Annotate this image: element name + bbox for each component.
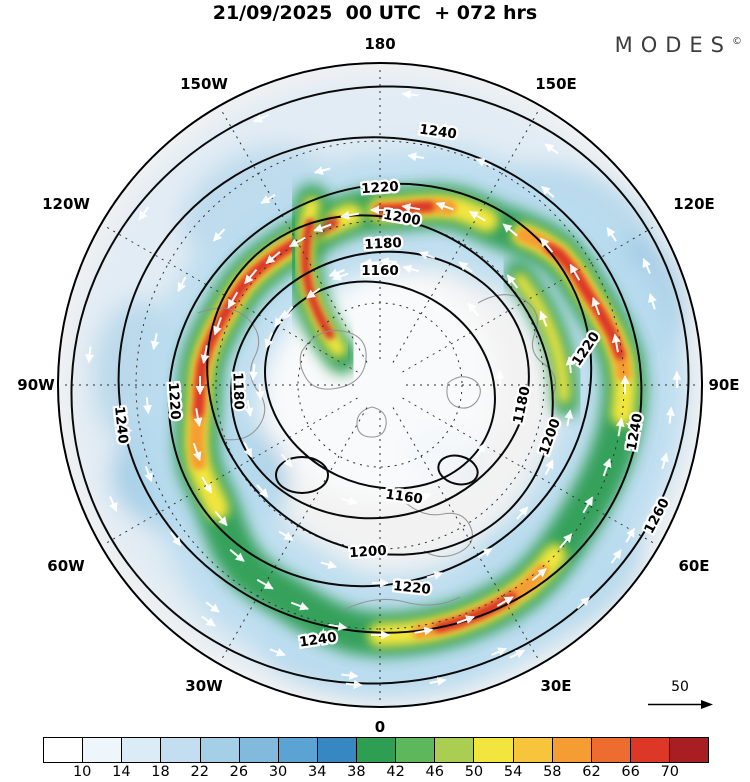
colorbar-cell	[317, 738, 357, 762]
polar-map-area: 1160 1160 1180 1180 1180 1200 1200 1200 …	[50, 55, 710, 715]
longitude-label-0: 0	[374, 718, 386, 736]
colorbar-cell	[357, 738, 397, 762]
copyright-mark: ©	[732, 36, 742, 47]
colorbar-cell	[474, 738, 514, 762]
contour-labels: 1160 1160 1180 1180 1180 1200 1200 1200 …	[109, 119, 675, 653]
longitude-label-60w: 60W	[47, 557, 85, 575]
colorbar-cell	[239, 738, 279, 762]
colorbar-tick: 46	[425, 764, 444, 780]
colorbar-scale: 10 14 18 22 26 30 34 38 42 46 50 54 58 6…	[43, 764, 709, 781]
wind-arrows	[85, 90, 682, 689]
colorbar-cell	[83, 738, 123, 762]
colorbar	[43, 737, 709, 763]
brand-text: MODES	[614, 33, 732, 57]
colorbar-tick: 58	[543, 764, 562, 780]
height-contours	[70, 85, 690, 685]
contour-label: 1220	[165, 382, 184, 421]
colorbar-cell	[278, 738, 318, 762]
longitude-label-90e: 90E	[708, 376, 740, 394]
longitude-label-120e: 120E	[673, 195, 715, 213]
longitude-label-30w: 30W	[185, 677, 223, 695]
longitude-label-60e: 60E	[678, 557, 710, 575]
colorbar-tick: 50	[464, 764, 484, 780]
colorbar-tick: 18	[151, 764, 170, 780]
contour-label: 1180	[364, 235, 402, 253]
colorbar-tick: 70	[660, 764, 680, 780]
longitude-label-90w: 90W	[17, 376, 55, 394]
wind-reference-arrow-icon	[648, 700, 713, 709]
contour-label: 1220	[361, 179, 400, 198]
colorbar-cell	[122, 738, 162, 762]
colorbar-cell	[630, 738, 670, 762]
brand-logo: MODES©	[615, 33, 742, 57]
wind-reference-value: 50	[671, 679, 689, 695]
colorbar-cell	[200, 738, 240, 762]
colorbar-cell	[435, 738, 475, 762]
colorbar-cell	[552, 738, 592, 762]
wind-reference-legend: 50	[644, 679, 716, 715]
colorbar-cell	[591, 738, 631, 762]
colorbar-cell	[161, 738, 201, 762]
colorbar-cell	[670, 738, 709, 762]
chart-title: 21/09/2025 00 UTC + 072 hrs	[212, 2, 538, 24]
longitude-label-150e: 150E	[535, 75, 577, 93]
colorbar-tick: 22	[190, 764, 209, 780]
colorbar-tick: 66	[621, 764, 640, 780]
colorbar-cell	[44, 738, 84, 762]
contour-label: 1200	[349, 543, 388, 562]
colorbar-tick: 14	[112, 764, 131, 780]
colorbar-tick: 62	[582, 764, 601, 780]
map-boundary	[57, 62, 703, 708]
colorbar-tick: 26	[229, 764, 249, 780]
colorbar-tick: 30	[268, 764, 288, 780]
contour-label: 1160	[361, 263, 399, 279]
polar-map: 1160 1160 1180 1180 1180 1200 1200 1200 …	[57, 62, 703, 708]
contour-label: 1180	[229, 372, 246, 410]
colorbar-tick: 42	[386, 764, 405, 780]
colorbar-tick: 38	[347, 764, 366, 780]
longitude-label-150w: 150W	[180, 75, 228, 93]
colorbar-tick: 54	[503, 764, 523, 780]
longitude-label-120w: 120W	[42, 195, 90, 213]
colorbar-tick: 10	[72, 764, 92, 780]
colorbar-tick: 34	[307, 764, 327, 780]
longitude-label-30e: 30E	[540, 677, 572, 695]
longitude-label-180: 180	[364, 35, 396, 53]
colorbar-cell	[396, 738, 436, 762]
colorbar-cell	[513, 738, 553, 762]
